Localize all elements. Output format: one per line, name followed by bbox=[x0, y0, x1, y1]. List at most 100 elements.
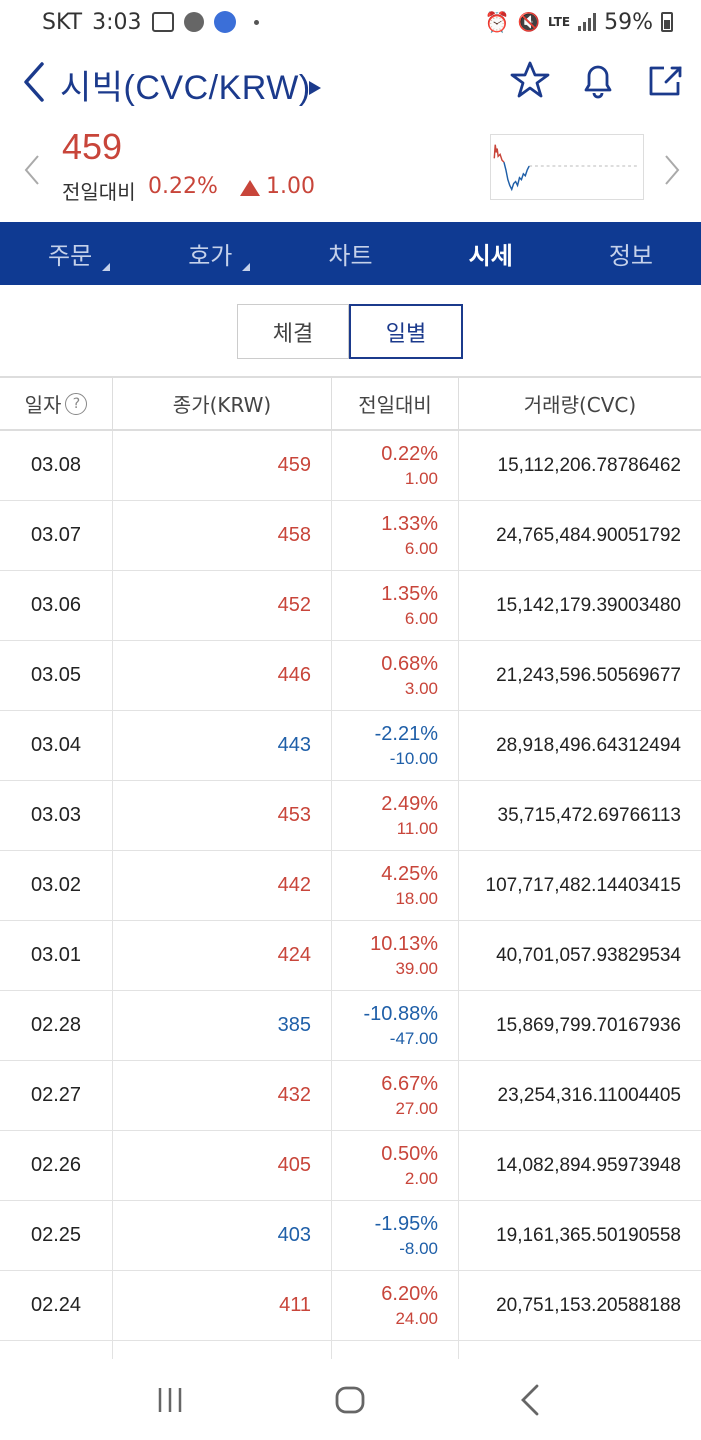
row-change-percent: 1.33% bbox=[381, 512, 438, 535]
table-row[interactable]: 03.08 459 0.22% 1.00 15,112,206.78786462 bbox=[0, 431, 701, 501]
column-change: 전일대비 bbox=[332, 378, 459, 429]
row-change: 0.50% 2.00 bbox=[332, 1131, 459, 1200]
column-date: 일자 ? bbox=[0, 378, 113, 429]
back-nav-icon[interactable] bbox=[511, 1380, 551, 1420]
tab-market-price[interactable]: 시세 bbox=[421, 222, 561, 285]
notification-bell-icon[interactable] bbox=[578, 60, 618, 100]
table-row[interactable]: 03.01 424 10.13% 39.00 40,701,057.93829534 bbox=[0, 921, 701, 991]
row-date: 03.07 bbox=[0, 501, 113, 570]
row-change-amount: 6.00 bbox=[404, 608, 438, 628]
row-volume: 15,869,799.70167936 bbox=[496, 1014, 681, 1036]
row-change-amount: 3.00 bbox=[404, 678, 438, 698]
tab-chart[interactable]: 차트 bbox=[280, 222, 420, 285]
row-date: 03.08 bbox=[0, 431, 113, 500]
row-volume: 20,751,153.20588188 bbox=[496, 1294, 681, 1316]
row-change-amount: 2.00 bbox=[404, 1168, 438, 1188]
main-tabs: 주문 호가 차트 시세 정보 bbox=[0, 222, 701, 285]
row-close-price: 432 bbox=[113, 1061, 332, 1130]
bithumb-notification-icon bbox=[213, 11, 236, 33]
tab-orderbook-label: 호가 bbox=[188, 242, 233, 270]
share-icon[interactable] bbox=[646, 60, 686, 100]
tab-info-label: 정보 bbox=[608, 242, 653, 270]
row-date: 02.25 bbox=[0, 1201, 113, 1270]
row-date: 03.03 bbox=[0, 781, 113, 850]
segment-daily-button[interactable]: 일별 bbox=[349, 304, 463, 359]
table-row[interactable]: 02.24 411 6.20% 24.00 20,751,153.20588188 bbox=[0, 1271, 701, 1341]
row-date: 02.24 bbox=[0, 1271, 113, 1340]
gallery-icon bbox=[151, 12, 174, 32]
row-volume: 24,765,484.90051792 bbox=[496, 524, 681, 546]
row-change-amount: -8.00 bbox=[399, 1238, 438, 1258]
row-change-amount: 39.00 bbox=[395, 958, 438, 978]
change-percent: 0.22% bbox=[148, 174, 218, 199]
change-amount: 1.00 bbox=[266, 174, 315, 199]
home-icon[interactable] bbox=[330, 1380, 370, 1420]
row-change-percent: -2.21% bbox=[374, 722, 438, 745]
carrier-label: SKT bbox=[42, 9, 83, 35]
row-change: -1.95% -8.00 bbox=[332, 1201, 459, 1270]
table-row[interactable]: 03.03 453 2.49% 11.00 35,715,472.69766113 bbox=[0, 781, 701, 851]
table-row[interactable]: 10.33% bbox=[0, 1341, 701, 1359]
tab-order-label: 주문 bbox=[48, 242, 93, 270]
row-change-percent: 6.20% bbox=[381, 1282, 438, 1305]
next-coin-icon[interactable] bbox=[662, 150, 682, 190]
row-change: -10.88% -47.00 bbox=[332, 991, 459, 1060]
row-change-percent: -1.95% bbox=[374, 1212, 438, 1235]
row-change-amount: 18.00 bbox=[395, 888, 438, 908]
row-change-percent: -10.88% bbox=[363, 1002, 439, 1025]
clock-label: 3:03 bbox=[92, 9, 142, 35]
mini-price-chart[interactable] bbox=[490, 134, 644, 200]
tab-order[interactable]: 주문 bbox=[0, 222, 140, 285]
tab-orderbook[interactable]: 호가 bbox=[140, 222, 280, 285]
row-change: 6.67% 27.00 bbox=[332, 1061, 459, 1130]
lte-icon: LTE bbox=[548, 15, 571, 29]
row-volume: 15,142,179.39003480 bbox=[496, 594, 681, 616]
title-dropdown-icon[interactable] bbox=[309, 81, 321, 95]
page-title[interactable]: 시빅(CVC/KRW) bbox=[60, 69, 311, 107]
previous-coin-icon[interactable] bbox=[22, 150, 42, 190]
more-notifications-icon bbox=[253, 19, 259, 25]
row-change: 4.25% 18.00 bbox=[332, 851, 459, 920]
row-close-price: 446 bbox=[113, 641, 332, 710]
row-change-amount: 1.00 bbox=[404, 468, 438, 488]
row-change: 2.49% 11.00 bbox=[332, 781, 459, 850]
table-row[interactable]: 03.07 458 1.33% 6.00 24,765,484.90051792 bbox=[0, 501, 701, 571]
dropdown-caret-icon bbox=[242, 263, 251, 271]
row-close-price: 424 bbox=[113, 921, 332, 990]
column-date-label: 일자 bbox=[24, 393, 62, 417]
favorite-star-icon[interactable] bbox=[510, 60, 550, 100]
row-date: 03.04 bbox=[0, 711, 113, 780]
row-change: -2.21% -10.00 bbox=[332, 711, 459, 780]
recent-apps-icon[interactable] bbox=[150, 1380, 190, 1420]
segment-trades-button[interactable]: 체결 bbox=[237, 304, 349, 359]
help-icon[interactable]: ? bbox=[65, 392, 88, 415]
quote-summary: 459 전일대비 0.22% 1.00 bbox=[0, 120, 701, 220]
row-change-percent: 0.68% bbox=[381, 652, 438, 675]
row-volume: 107,717,482.14403415 bbox=[485, 874, 681, 896]
row-change-amount: 27.00 bbox=[395, 1098, 438, 1118]
daily-price-table[interactable]: 03.08 459 0.22% 1.00 15,112,206.78786462 03.0… bbox=[0, 431, 701, 1359]
row-change-percent: 1.35% bbox=[381, 582, 438, 605]
table-row[interactable]: 03.05 446 0.68% 3.00 21,243,596.50569677 bbox=[0, 641, 701, 711]
table-row[interactable]: 03.02 442 4.25% 18.00 107,717,482.14403415 bbox=[0, 851, 701, 921]
table-row[interactable]: 02.28 385 -10.88% -47.00 15,869,799.70167936 bbox=[0, 991, 701, 1061]
row-change: 1.35% 6.00 bbox=[332, 571, 459, 640]
table-row[interactable]: 02.27 432 6.67% 27.00 23,254,316.11004405 bbox=[0, 1061, 701, 1131]
row-change-percent: 2.49% bbox=[381, 792, 438, 815]
table-row[interactable]: 02.25 403 -1.95% -8.00 19,161,365.50190558 bbox=[0, 1201, 701, 1271]
row-change: 0.68% 3.00 bbox=[332, 641, 459, 710]
row-date: 03.02 bbox=[0, 851, 113, 920]
table-row[interactable]: 03.06 452 1.35% 6.00 15,142,179.39003480 bbox=[0, 571, 701, 641]
table-row[interactable]: 02.26 405 0.50% 2.00 14,082,894.95973948 bbox=[0, 1131, 701, 1201]
row-change-percent: 0.22% bbox=[381, 442, 438, 465]
row-volume: 19,161,365.50190558 bbox=[496, 1224, 681, 1246]
back-icon[interactable] bbox=[20, 60, 48, 104]
table-row[interactable]: 03.04 443 -2.21% -10.00 28,918,496.64312494 bbox=[0, 711, 701, 781]
row-close-price: 452 bbox=[113, 571, 332, 640]
row-change: 0.22% 1.00 bbox=[332, 431, 459, 500]
row-date: 03.05 bbox=[0, 641, 113, 710]
app-header: 시빅(CVC/KRW) bbox=[0, 52, 701, 114]
alarm-icon: ⏰ bbox=[484, 10, 510, 34]
row-date: 03.06 bbox=[0, 571, 113, 640]
tab-info[interactable]: 정보 bbox=[561, 222, 701, 285]
